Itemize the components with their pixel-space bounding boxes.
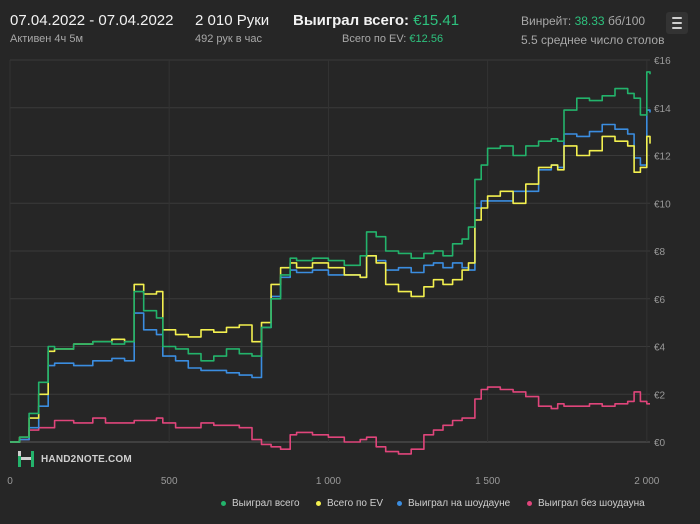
hand2note-logo-text: HAND2NOTE.COM	[41, 453, 132, 465]
hand2note-logo: HAND2NOTE.COM	[16, 449, 132, 469]
legend-dot-showdown	[397, 501, 402, 506]
ev-total: Всего по EV: €12.56	[342, 33, 443, 45]
series-line-ev	[10, 135, 651, 443]
series-line-nonshowdown	[10, 386, 650, 455]
winrate-value: 38.33	[574, 14, 605, 28]
x-tick-label: 500	[161, 476, 178, 487]
x-tick-label: 1 000	[316, 476, 341, 487]
y-tick-label: €14	[654, 104, 671, 115]
won-total-value: €15.41	[413, 12, 460, 29]
legend-item-total[interactable]: Выиграл всего	[221, 498, 300, 509]
chart-legend: Выиграл всего Всего по EV Выиграл на шоу…	[0, 498, 700, 518]
x-tick-label: 2 000	[634, 476, 659, 487]
date-range: 07.04.2022 - 07.04.2022	[10, 12, 174, 29]
y-tick-label: €6	[654, 295, 666, 306]
active-time: Активен 4ч 5м	[10, 33, 84, 45]
winrate: Винрейт: 38.33 бб/100	[521, 14, 645, 28]
legend-dot-nonshowdown	[527, 501, 532, 506]
y-tick-label: €4	[654, 343, 666, 354]
winrate-unit: бб/100	[607, 14, 646, 28]
profit-chart: €0 €2 €4 €6 €8 €10 €12 €14 €16 0 500 1 000 1 500 2 00…	[7, 56, 671, 487]
legend-label-nonshowdown: Выиграл без шоудауна	[538, 498, 645, 509]
winrate-label: Винрейт:	[521, 14, 572, 28]
x-tick-label: 0	[7, 476, 13, 487]
y-tick-label: €0	[654, 438, 666, 449]
hand2note-logo-icon	[18, 451, 34, 467]
legend-label-showdown: Выиграл на шоудауне	[408, 498, 511, 509]
won-total: Выиграл всего: €15.41	[293, 12, 459, 29]
series-line-total	[10, 71, 651, 443]
series-line-showdown	[10, 109, 651, 443]
stats-header: 07.04.2022 - 07.04.2022 Активен 4ч 5м 2 …	[0, 0, 700, 56]
won-total-label: Выиграл всего:	[293, 12, 410, 29]
legend-label-total: Выиграл всего	[232, 498, 300, 509]
legend-item-showdown[interactable]: Выиграл на шоудауне	[397, 498, 510, 509]
hands-per-hour: 492 рук в час	[195, 33, 263, 45]
legend-label-ev: Всего по EV	[327, 498, 384, 509]
y-tick-label: €12	[654, 152, 671, 163]
legend-dot-ev	[316, 501, 321, 506]
avg-tables: 5.5 среднее число столов	[521, 33, 665, 47]
legend-item-nonshowdown[interactable]: Выиграл без шоудауна	[527, 498, 645, 509]
y-tick-label: €10	[654, 199, 671, 210]
y-tick-label: €16	[654, 56, 671, 67]
y-tick-label: €8	[654, 247, 666, 258]
legend-dot-total	[221, 501, 226, 506]
ev-total-value: €12.56	[409, 33, 444, 45]
menu-button[interactable]	[666, 12, 688, 34]
hands-count: 2 010 Руки	[195, 12, 270, 29]
menu-icon	[672, 17, 682, 19]
legend-item-ev[interactable]: Всего по EV	[316, 498, 383, 509]
y-tick-label: €2	[654, 390, 666, 401]
x-tick-label: 1 500	[475, 476, 500, 487]
ev-total-label: Всего по EV:	[342, 33, 407, 45]
